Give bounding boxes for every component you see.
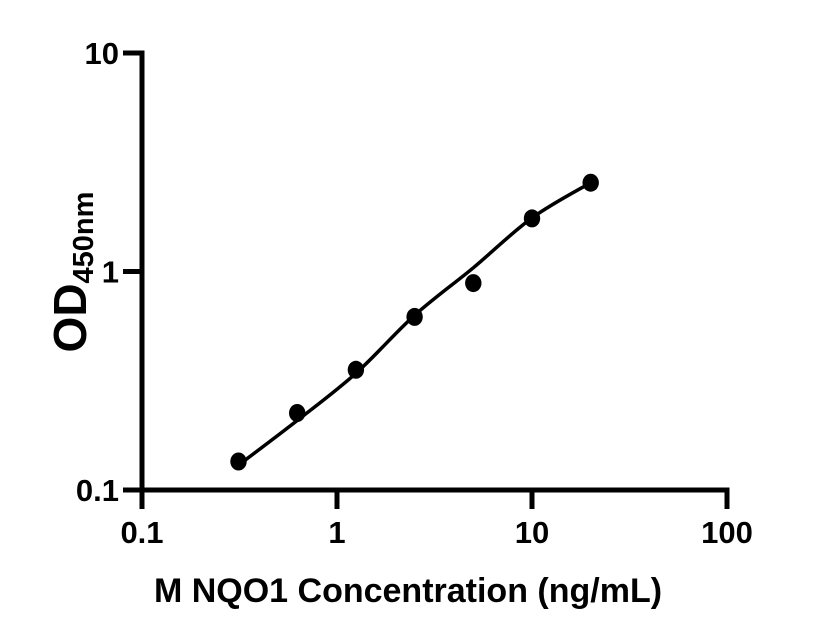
data-point: [289, 404, 306, 422]
data-point: [347, 360, 365, 379]
tick-labels: 0.1 1 10 0.1 1 10 100: [76, 36, 753, 550]
x-tick-label: 0.1: [120, 515, 163, 550]
data-point: [230, 452, 247, 471]
y-axis-title: OD450nm: [44, 192, 100, 353]
data-point: [582, 173, 599, 192]
data-points: [230, 173, 599, 471]
y-tick-label: 10: [85, 36, 119, 71]
y-tick-label: 0.1: [76, 473, 119, 508]
x-tick-label: 10: [515, 515, 549, 550]
y-tick-label: 1: [102, 255, 119, 290]
y-axis-title-main: OD: [44, 283, 96, 352]
axis-spine: [139, 50, 730, 493]
data-point: [465, 274, 482, 293]
data-point: [406, 307, 423, 326]
x-tick-label: 100: [701, 515, 753, 550]
x-axis-title: M NQO1 Concentration (ng/mL): [154, 572, 662, 610]
data-point: [523, 209, 541, 228]
x-tick-label: 1: [328, 515, 345, 550]
axes: [123, 50, 730, 509]
y-axis-title-subscript: 450nm: [68, 192, 100, 284]
